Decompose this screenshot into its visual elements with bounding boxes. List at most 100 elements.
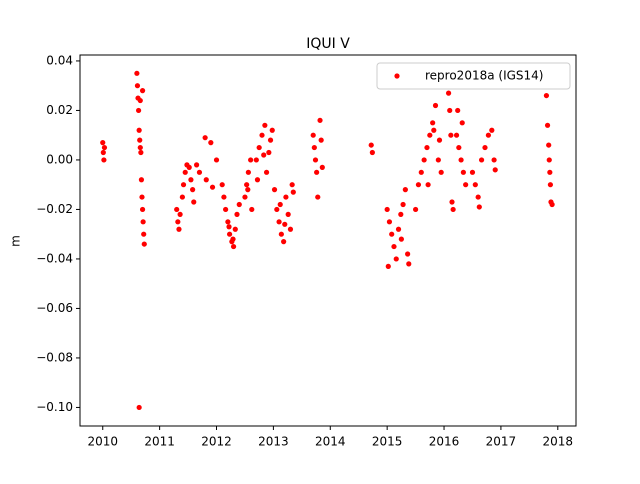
data-point: [226, 224, 232, 230]
y-tick-label: −0.06: [36, 301, 73, 315]
data-point: [230, 236, 236, 242]
data-point: [547, 169, 553, 175]
x-tick-label: 2014: [315, 435, 346, 449]
data-point: [263, 169, 270, 175]
legend-box: [376, 62, 571, 90]
data-point: [219, 182, 225, 188]
y-tick-label: −0.02: [36, 202, 73, 216]
data-point: [134, 83, 141, 89]
data-point: [386, 219, 393, 225]
data-point: [311, 144, 317, 151]
data-point: [244, 182, 250, 188]
data-point: [191, 199, 197, 205]
data-point: [139, 206, 146, 213]
data-point: [253, 157, 259, 163]
data-point: [435, 157, 441, 163]
data-point: [236, 201, 242, 208]
data-point: [134, 70, 140, 76]
data-point: [450, 206, 456, 213]
data-point: [432, 102, 439, 109]
legend-label: repro2018a (IGS14): [425, 69, 543, 83]
data-point: [177, 211, 183, 217]
data-point: [287, 226, 294, 232]
data-point: [543, 92, 550, 99]
data-point: [266, 149, 272, 156]
data-point: [475, 194, 481, 200]
data-point: [225, 219, 231, 225]
data-point: [138, 149, 144, 156]
data-point: [194, 162, 200, 168]
data-point: [312, 157, 319, 163]
data-point: [262, 122, 268, 128]
y-tick-label: −0.08: [36, 350, 73, 364]
data-point: [415, 182, 422, 188]
data-point: [436, 137, 443, 143]
data-point: [405, 251, 411, 257]
data-point: [267, 137, 274, 143]
data-point: [455, 107, 461, 114]
y-tick-label: −0.04: [36, 251, 73, 265]
data-point: [139, 194, 145, 200]
x-tick-label: 2013: [258, 435, 289, 449]
data-point: [223, 206, 229, 213]
x-tick-label: 2017: [486, 435, 517, 449]
data-point: [491, 157, 497, 163]
data-point: [492, 167, 498, 173]
data-point: [458, 157, 464, 163]
data-point: [100, 149, 106, 156]
data-point: [245, 187, 251, 193]
data-point: [137, 144, 143, 151]
data-point: [393, 256, 399, 262]
data-point: [281, 239, 287, 245]
data-point: [476, 204, 482, 210]
data-point: [398, 211, 404, 217]
data-point: [310, 132, 316, 138]
data-point: [245, 169, 251, 175]
data-point: [100, 140, 106, 146]
data-point: [391, 243, 397, 250]
data-point: [176, 226, 182, 232]
data-point: [234, 211, 240, 217]
data-point: [478, 157, 485, 163]
data-point: [135, 107, 142, 114]
data-point: [482, 144, 488, 151]
data-point: [208, 140, 214, 146]
y-axis-label: m: [9, 235, 23, 247]
data-point: [242, 194, 248, 200]
plot-frame: [79, 54, 577, 427]
data-point: [136, 127, 142, 133]
data-point: [190, 187, 196, 193]
data-point: [385, 263, 391, 269]
data-point: [453, 132, 460, 138]
data-point: [412, 206, 419, 213]
data-point: [249, 206, 255, 213]
y-tick-label: −0.10: [36, 400, 73, 414]
x-tick-label: 2010: [87, 435, 118, 449]
data-point: [469, 169, 476, 175]
data-point: [221, 194, 227, 200]
data-point: [315, 194, 321, 200]
data-point: [398, 236, 404, 242]
data-point: [430, 120, 436, 126]
data-point: [271, 187, 278, 193]
data-point: [447, 107, 453, 114]
data-point: [445, 90, 452, 96]
data-point: [406, 261, 412, 267]
data-point: [489, 127, 495, 133]
data-point: [318, 137, 324, 143]
y-tick-label: 0.04: [46, 53, 73, 67]
data-point: [196, 169, 203, 175]
data-point: [421, 157, 427, 163]
data-point: [254, 177, 261, 183]
data-point: [137, 137, 143, 143]
data-point: [369, 149, 375, 156]
data-point: [400, 201, 406, 208]
data-point: [179, 194, 185, 200]
data-point: [427, 132, 433, 138]
data-point: [174, 206, 180, 213]
data-point: [141, 231, 147, 237]
data-point: [546, 157, 552, 163]
data-point: [463, 182, 469, 188]
data-point: [472, 182, 478, 188]
